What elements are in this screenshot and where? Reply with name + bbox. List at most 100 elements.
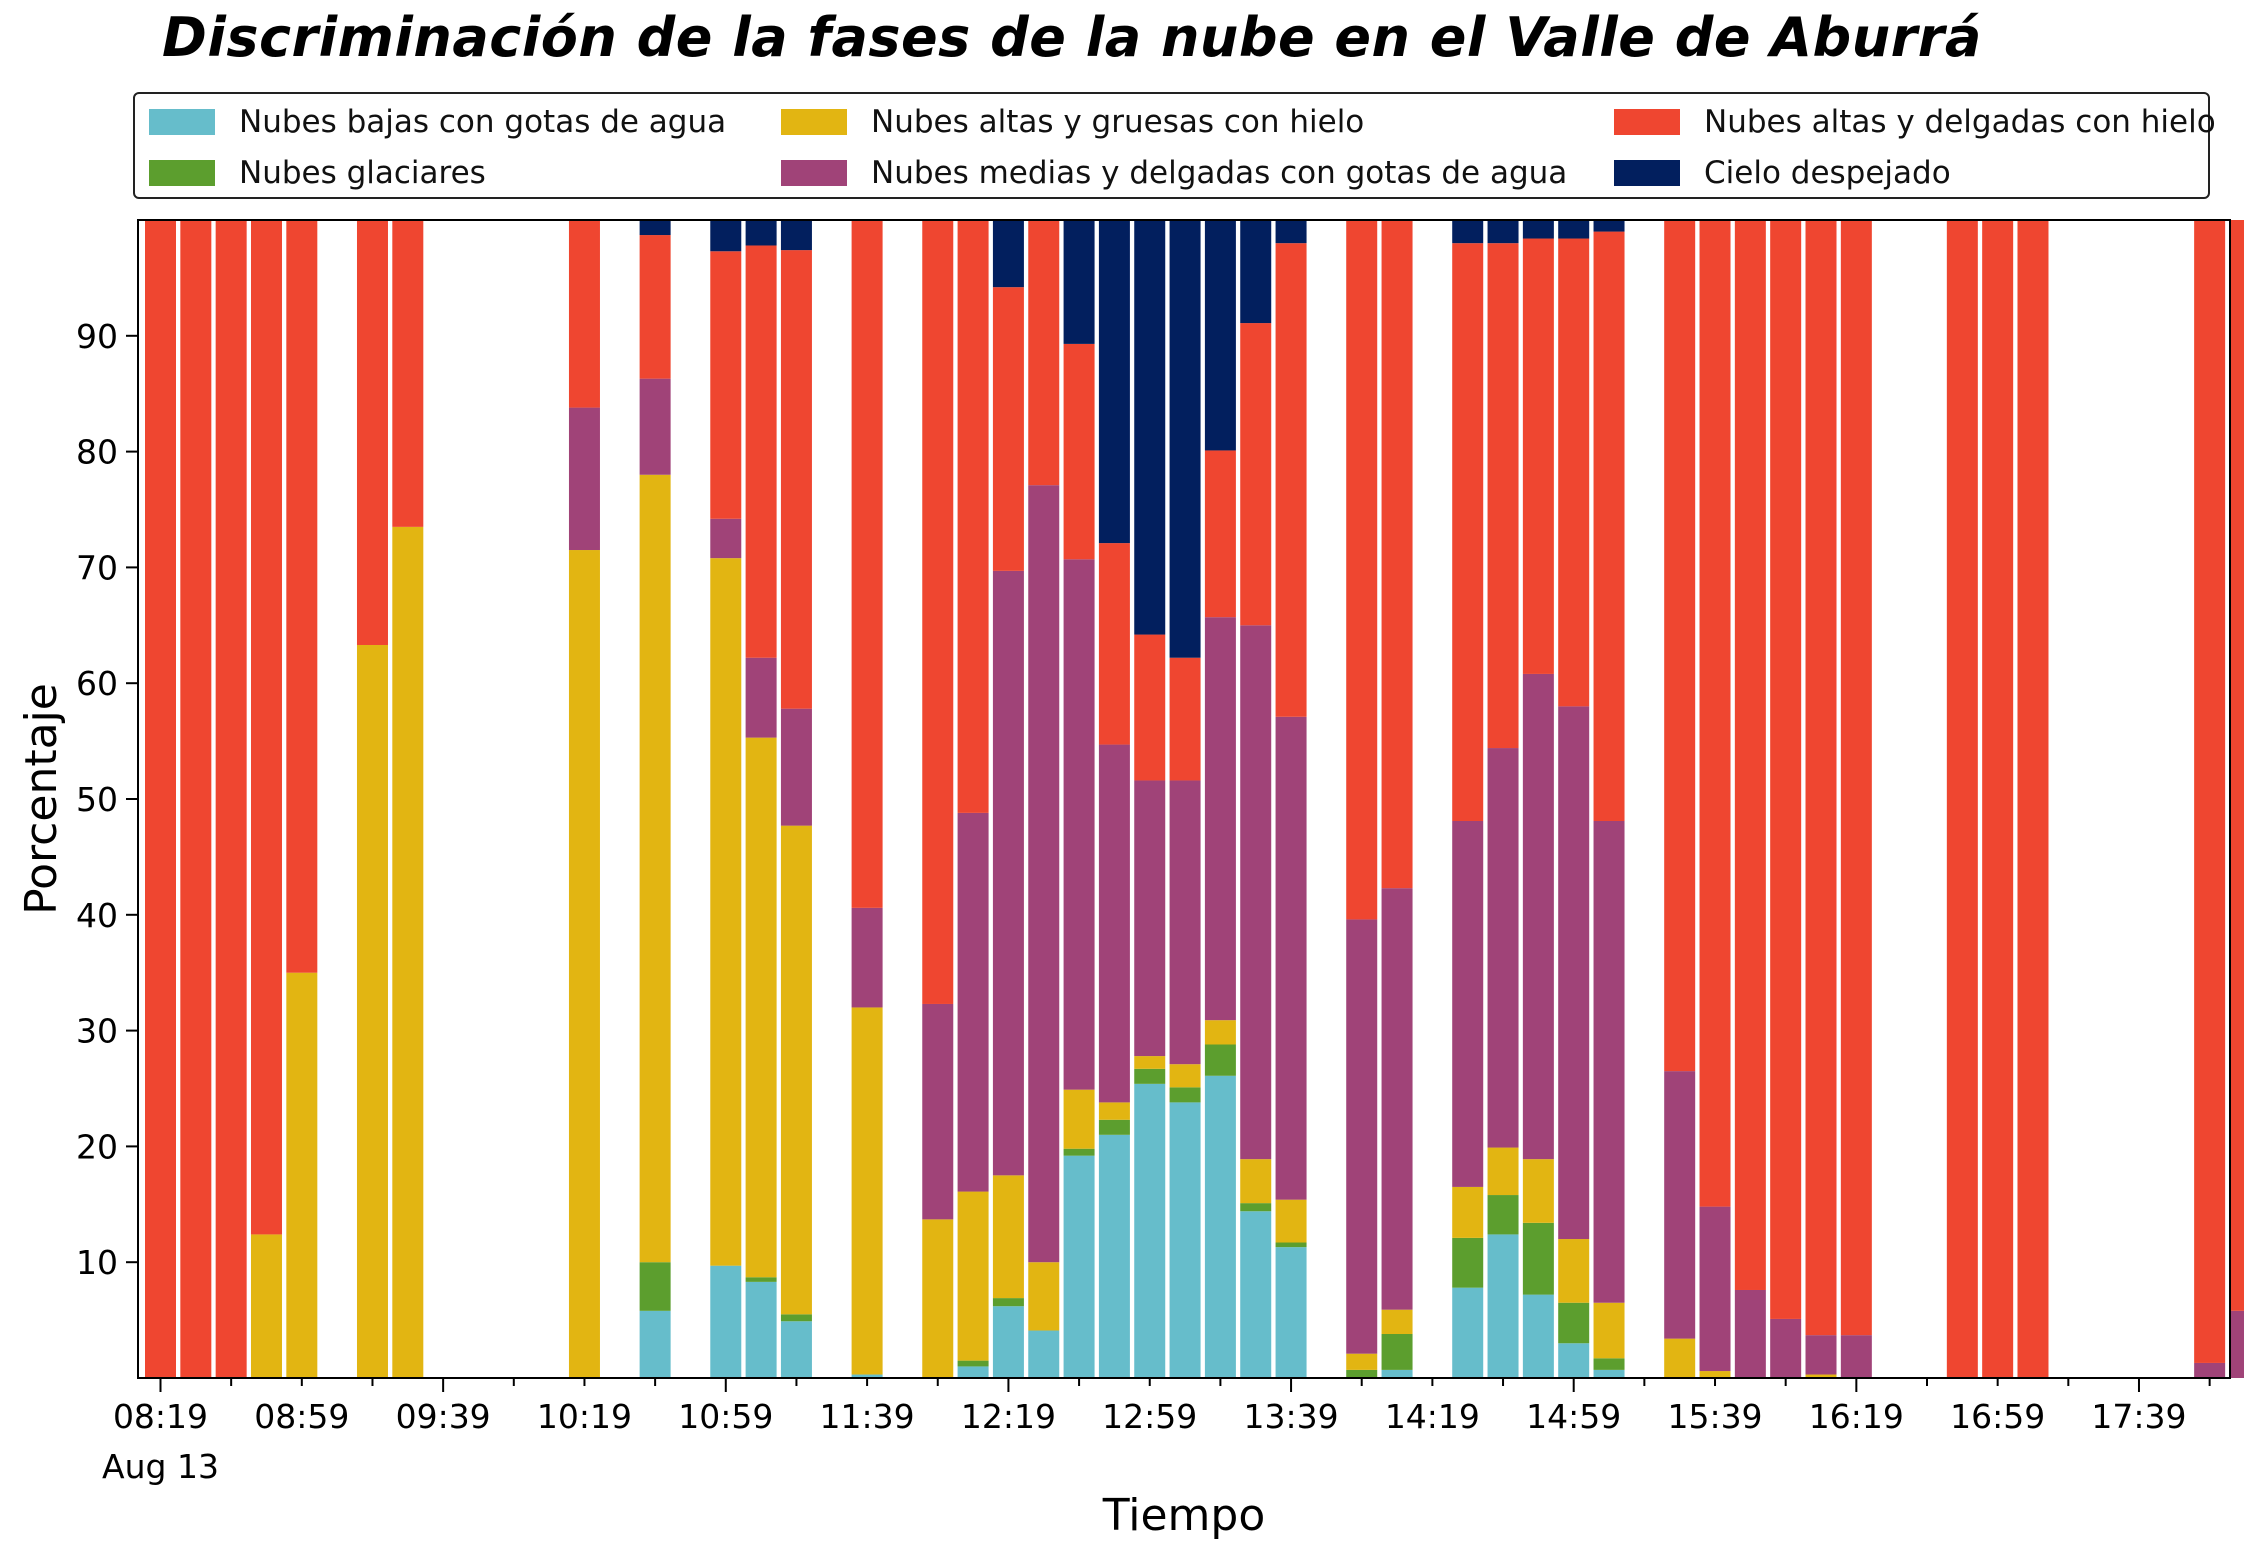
bar-27-high-thick-ice <box>1487 1147 1519 1196</box>
legend-entry-high-thin-ice: Nubes altas y delgadas con hielo <box>1614 104 2216 140</box>
bar-19-mid-thin-water <box>1134 780 1166 1057</box>
bar-24-high-thin-ice <box>1346 220 1378 920</box>
bar-34-high-thin-ice <box>1770 220 1802 1319</box>
bar-37-high-thin-ice <box>1946 220 1978 1378</box>
bar-14-mid-thin-water <box>957 812 989 1192</box>
bar-41-mid-thin-water <box>2229 1310 2244 1378</box>
x-tick-label-13: 16:59 <box>1950 1397 2045 1436</box>
bar-32-mid-thin-water <box>1699 1206 1731 1372</box>
legend-label-mid-thin-water: Nubes medias y delgadas con gotas de agu… <box>871 155 1568 191</box>
bar-27-mid-thin-water <box>1487 748 1519 1148</box>
bar-10-clear-sky <box>745 220 777 246</box>
bar-18-mid-thin-water <box>1098 744 1130 1103</box>
bar-10-mid-thin-water <box>745 657 777 738</box>
bar-20-high-thin-ice <box>1169 657 1201 781</box>
bar-28-mid-thin-water <box>1522 673 1554 1160</box>
bar-26-low-water <box>1452 1287 1484 1378</box>
bar-8-high-thin-ice <box>639 235 671 379</box>
bar-32-high-thin-ice <box>1699 220 1731 1207</box>
bar-20-high-thick-ice <box>1169 1064 1201 1088</box>
bar-8-glacial <box>639 1262 671 1311</box>
bar-17-mid-thin-water <box>1063 559 1095 1090</box>
bar-17-low-water <box>1063 1155 1095 1378</box>
x-tick-label-3: 10:19 <box>537 1397 632 1436</box>
bar-17-high-thick-ice <box>1063 1089 1095 1149</box>
bar-27-clear-sky <box>1487 220 1519 244</box>
bar-27-low-water <box>1487 1234 1519 1378</box>
x-tick-label-11: 15:39 <box>1667 1397 1762 1436</box>
bar-3-high-thin-ice <box>250 220 282 1235</box>
x-tick-date-label: Aug 13 <box>102 1447 219 1486</box>
bar-1-high-thin-ice <box>180 220 212 1378</box>
bar-29-high-thin-ice <box>1558 238 1590 707</box>
y-tick-label-2: 30 <box>76 1012 118 1051</box>
bar-3-high-thick-ice <box>250 1234 282 1378</box>
bar-20-low-water <box>1169 1102 1201 1378</box>
bar-26-clear-sky <box>1452 220 1484 244</box>
bar-4-high-thick-ice <box>286 972 318 1378</box>
bar-26-mid-thin-water <box>1452 821 1484 1187</box>
bar-31-high-thin-ice <box>1664 220 1696 1072</box>
bar-4-high-thin-ice <box>286 220 318 973</box>
bar-11-high-thin-ice <box>780 250 812 709</box>
bar-33-mid-thin-water <box>1734 1289 1766 1378</box>
bar-21-low-water <box>1204 1075 1236 1378</box>
bar-11-low-water <box>780 1321 812 1378</box>
bar-23-low-water <box>1275 1247 1307 1378</box>
legend-label-high-thick-ice: Nubes altas y gruesas con hielo <box>871 104 1365 140</box>
bar-12-mid-thin-water <box>851 907 883 1008</box>
bar-30-clear-sky <box>1593 220 1625 232</box>
y-tick-label-4: 50 <box>76 780 118 819</box>
bar-30-glacial <box>1593 1358 1625 1370</box>
bar-20-glacial <box>1169 1087 1201 1103</box>
bar-10-glacial <box>745 1277 777 1282</box>
bar-31-high-thick-ice <box>1664 1338 1696 1378</box>
bar-13-mid-thin-water <box>922 1003 954 1220</box>
bar-25-glacial <box>1381 1334 1413 1370</box>
bar-15-glacial <box>992 1298 1024 1307</box>
bar-14-high-thin-ice <box>957 220 989 813</box>
bar-17-high-thin-ice <box>1063 343 1095 560</box>
bar-20-clear-sky <box>1169 220 1201 658</box>
bar-30-low-water <box>1593 1369 1625 1378</box>
bar-7-high-thick-ice <box>568 550 600 1378</box>
bar-39-high-thin-ice <box>2017 220 2049 1378</box>
legend-entry-high-thick-ice: Nubes altas y gruesas con hielo <box>781 104 1364 140</box>
bar-14-high-thick-ice <box>957 1191 989 1361</box>
bar-11-mid-thin-water <box>780 708 812 826</box>
bar-9-high-thin-ice <box>710 251 742 519</box>
bar-23-mid-thin-water <box>1275 716 1307 1200</box>
legend-entry-low-water: Nubes bajas con gotas de agua <box>149 104 726 140</box>
bar-5-high-thin-ice <box>356 220 388 645</box>
legend-swatch-high-thick-ice <box>781 109 847 135</box>
bar-16-mid-thin-water <box>1028 485 1060 1263</box>
bar-9-low-water <box>710 1265 742 1378</box>
bar-8-low-water <box>639 1310 671 1378</box>
bar-5-high-thick-ice <box>356 644 388 1378</box>
bar-11-glacial <box>780 1314 812 1322</box>
bar-27-high-thin-ice <box>1487 243 1519 749</box>
bar-18-clear-sky <box>1098 220 1130 544</box>
bar-9-mid-thin-water <box>710 518 742 559</box>
bar-29-mid-thin-water <box>1558 706 1590 1240</box>
bar-16-high-thin-ice <box>1028 220 1060 486</box>
bar-26-high-thick-ice <box>1452 1186 1484 1238</box>
bar-27-glacial <box>1487 1195 1519 1235</box>
bar-25-mid-thin-water <box>1381 888 1413 1310</box>
bar-31-mid-thin-water <box>1664 1071 1696 1339</box>
bar-35-high-thin-ice <box>1805 220 1837 1336</box>
chart-legend: Nubes bajas con gotas de agua Nubes glac… <box>133 92 2216 199</box>
bar-28-clear-sky <box>1522 220 1554 239</box>
x-tick-label-1: 08:59 <box>254 1397 349 1436</box>
bar-13-high-thick-ice <box>922 1219 954 1378</box>
bar-40-mid-thin-water <box>2194 1362 2226 1378</box>
bar-18-high-thin-ice <box>1098 543 1130 745</box>
legend-swatch-high-thin-ice <box>1614 109 1680 135</box>
bar-35-mid-thin-water <box>1805 1335 1837 1375</box>
bar-19-low-water <box>1134 1083 1166 1378</box>
bar-32-high-thick-ice <box>1699 1371 1731 1378</box>
chart-title: Discriminación de la fases de la nube en… <box>162 6 1982 69</box>
bar-16-low-water <box>1028 1330 1060 1378</box>
bar-15-high-thin-ice <box>992 287 1024 571</box>
